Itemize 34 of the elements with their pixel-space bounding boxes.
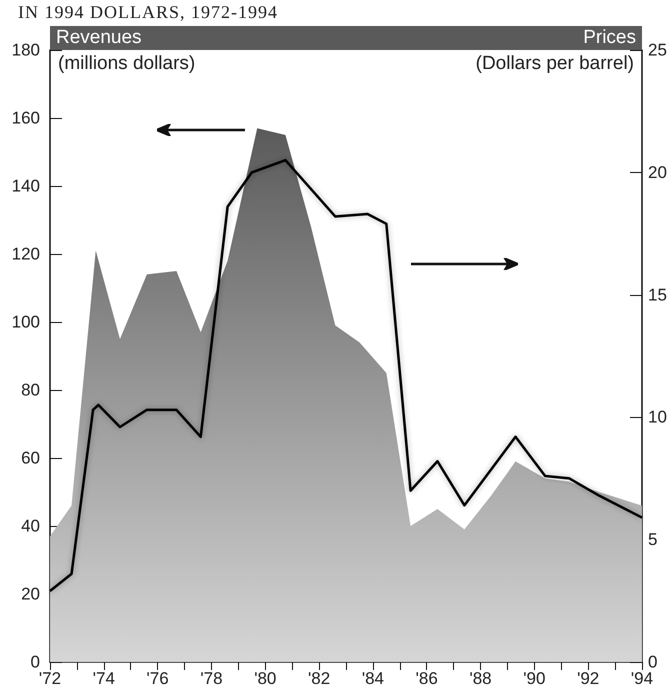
x-tick-label: '82 [308, 669, 330, 688]
y2-tick-label: 5 [648, 530, 658, 550]
chart-title: IN 1994 DOLLARS, 1972-1994 [18, 2, 278, 23]
annotation: (millions dollars) [58, 53, 196, 74]
y-tick-label: 0 [30, 652, 40, 672]
line-series [48, 158, 644, 592]
x-tick-label: '72 [38, 669, 62, 688]
y-tick-label: 60 [21, 448, 40, 468]
x-tick-label: '84 [362, 669, 384, 688]
y-tick-label: 140 [12, 176, 40, 196]
y-axis-title: Revenues [56, 27, 142, 49]
x-tick-label: '94 [630, 669, 654, 688]
y-tick-label: 40 [21, 516, 40, 536]
y-tick-label: 80 [21, 380, 40, 400]
x-tick-label: '78 [200, 669, 223, 688]
y2-axis-title: Prices [583, 27, 636, 49]
y-tick-label: 180 [12, 40, 40, 60]
y2-tick-label: 0 [648, 652, 658, 672]
x-tick-label: '76 [146, 669, 169, 688]
y2-tick-label: 10 [648, 408, 667, 427]
x-tick-label: '90 [523, 669, 546, 688]
x-tick-label: '80 [254, 669, 276, 688]
x-tick-label: '92 [577, 669, 600, 688]
x-tick-label: '74 [92, 669, 115, 688]
y-tick-label: 120 [12, 244, 40, 264]
y2-tick-label: 20 [648, 162, 667, 182]
y-tick-label: 160 [12, 108, 40, 128]
y-tick-label: 100 [12, 312, 40, 332]
y2-tick-label: 25 [648, 40, 667, 60]
annotation: (Dollars per barrel) [476, 53, 634, 74]
y2-tick-label: 15 [648, 285, 667, 304]
y-tick-label: 20 [21, 584, 40, 604]
x-tick-label: '86 [416, 669, 438, 688]
x-tick-label: '88 [469, 669, 492, 688]
